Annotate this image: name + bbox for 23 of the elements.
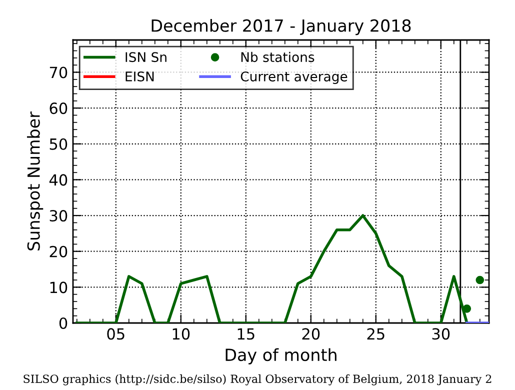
chart-title: December 2017 - January 2018	[152, 19, 411, 36]
x-tick-label: 15	[238, 328, 254, 340]
x-tick-label: 30	[432, 328, 450, 340]
y-tick-label: 10	[50, 282, 68, 294]
legend-label: ISN Sn	[126, 52, 166, 62]
y-tick-label: 30	[50, 210, 68, 222]
text: SILSO graphics (http://sidc.be/silso) Royal Observatory of Belgium, 2018 January 2	[24, 374, 492, 386]
y-tick-label: 40	[49, 174, 68, 186]
x-tick-label: 05	[107, 328, 124, 340]
x-tick-label: 10	[172, 328, 190, 340]
line-series	[76, 214, 468, 323]
x-tick-label: 25	[367, 328, 384, 340]
legend-label: EISN	[126, 71, 154, 82]
y-tick-label: 50	[50, 138, 68, 150]
x-axis-title: Day of month	[226, 348, 336, 364]
y-axis-title: Sunspot Number	[27, 112, 44, 250]
legend-label: Current average	[240, 71, 348, 84]
y-tick-label: 60	[50, 102, 68, 114]
x-tick-label: 20	[302, 328, 320, 340]
y-tick-label: 70	[50, 66, 68, 78]
y-tick-label: 0	[59, 317, 68, 330]
y-tick-label: 20	[50, 246, 68, 258]
legend-label: Nb stations	[241, 52, 314, 62]
